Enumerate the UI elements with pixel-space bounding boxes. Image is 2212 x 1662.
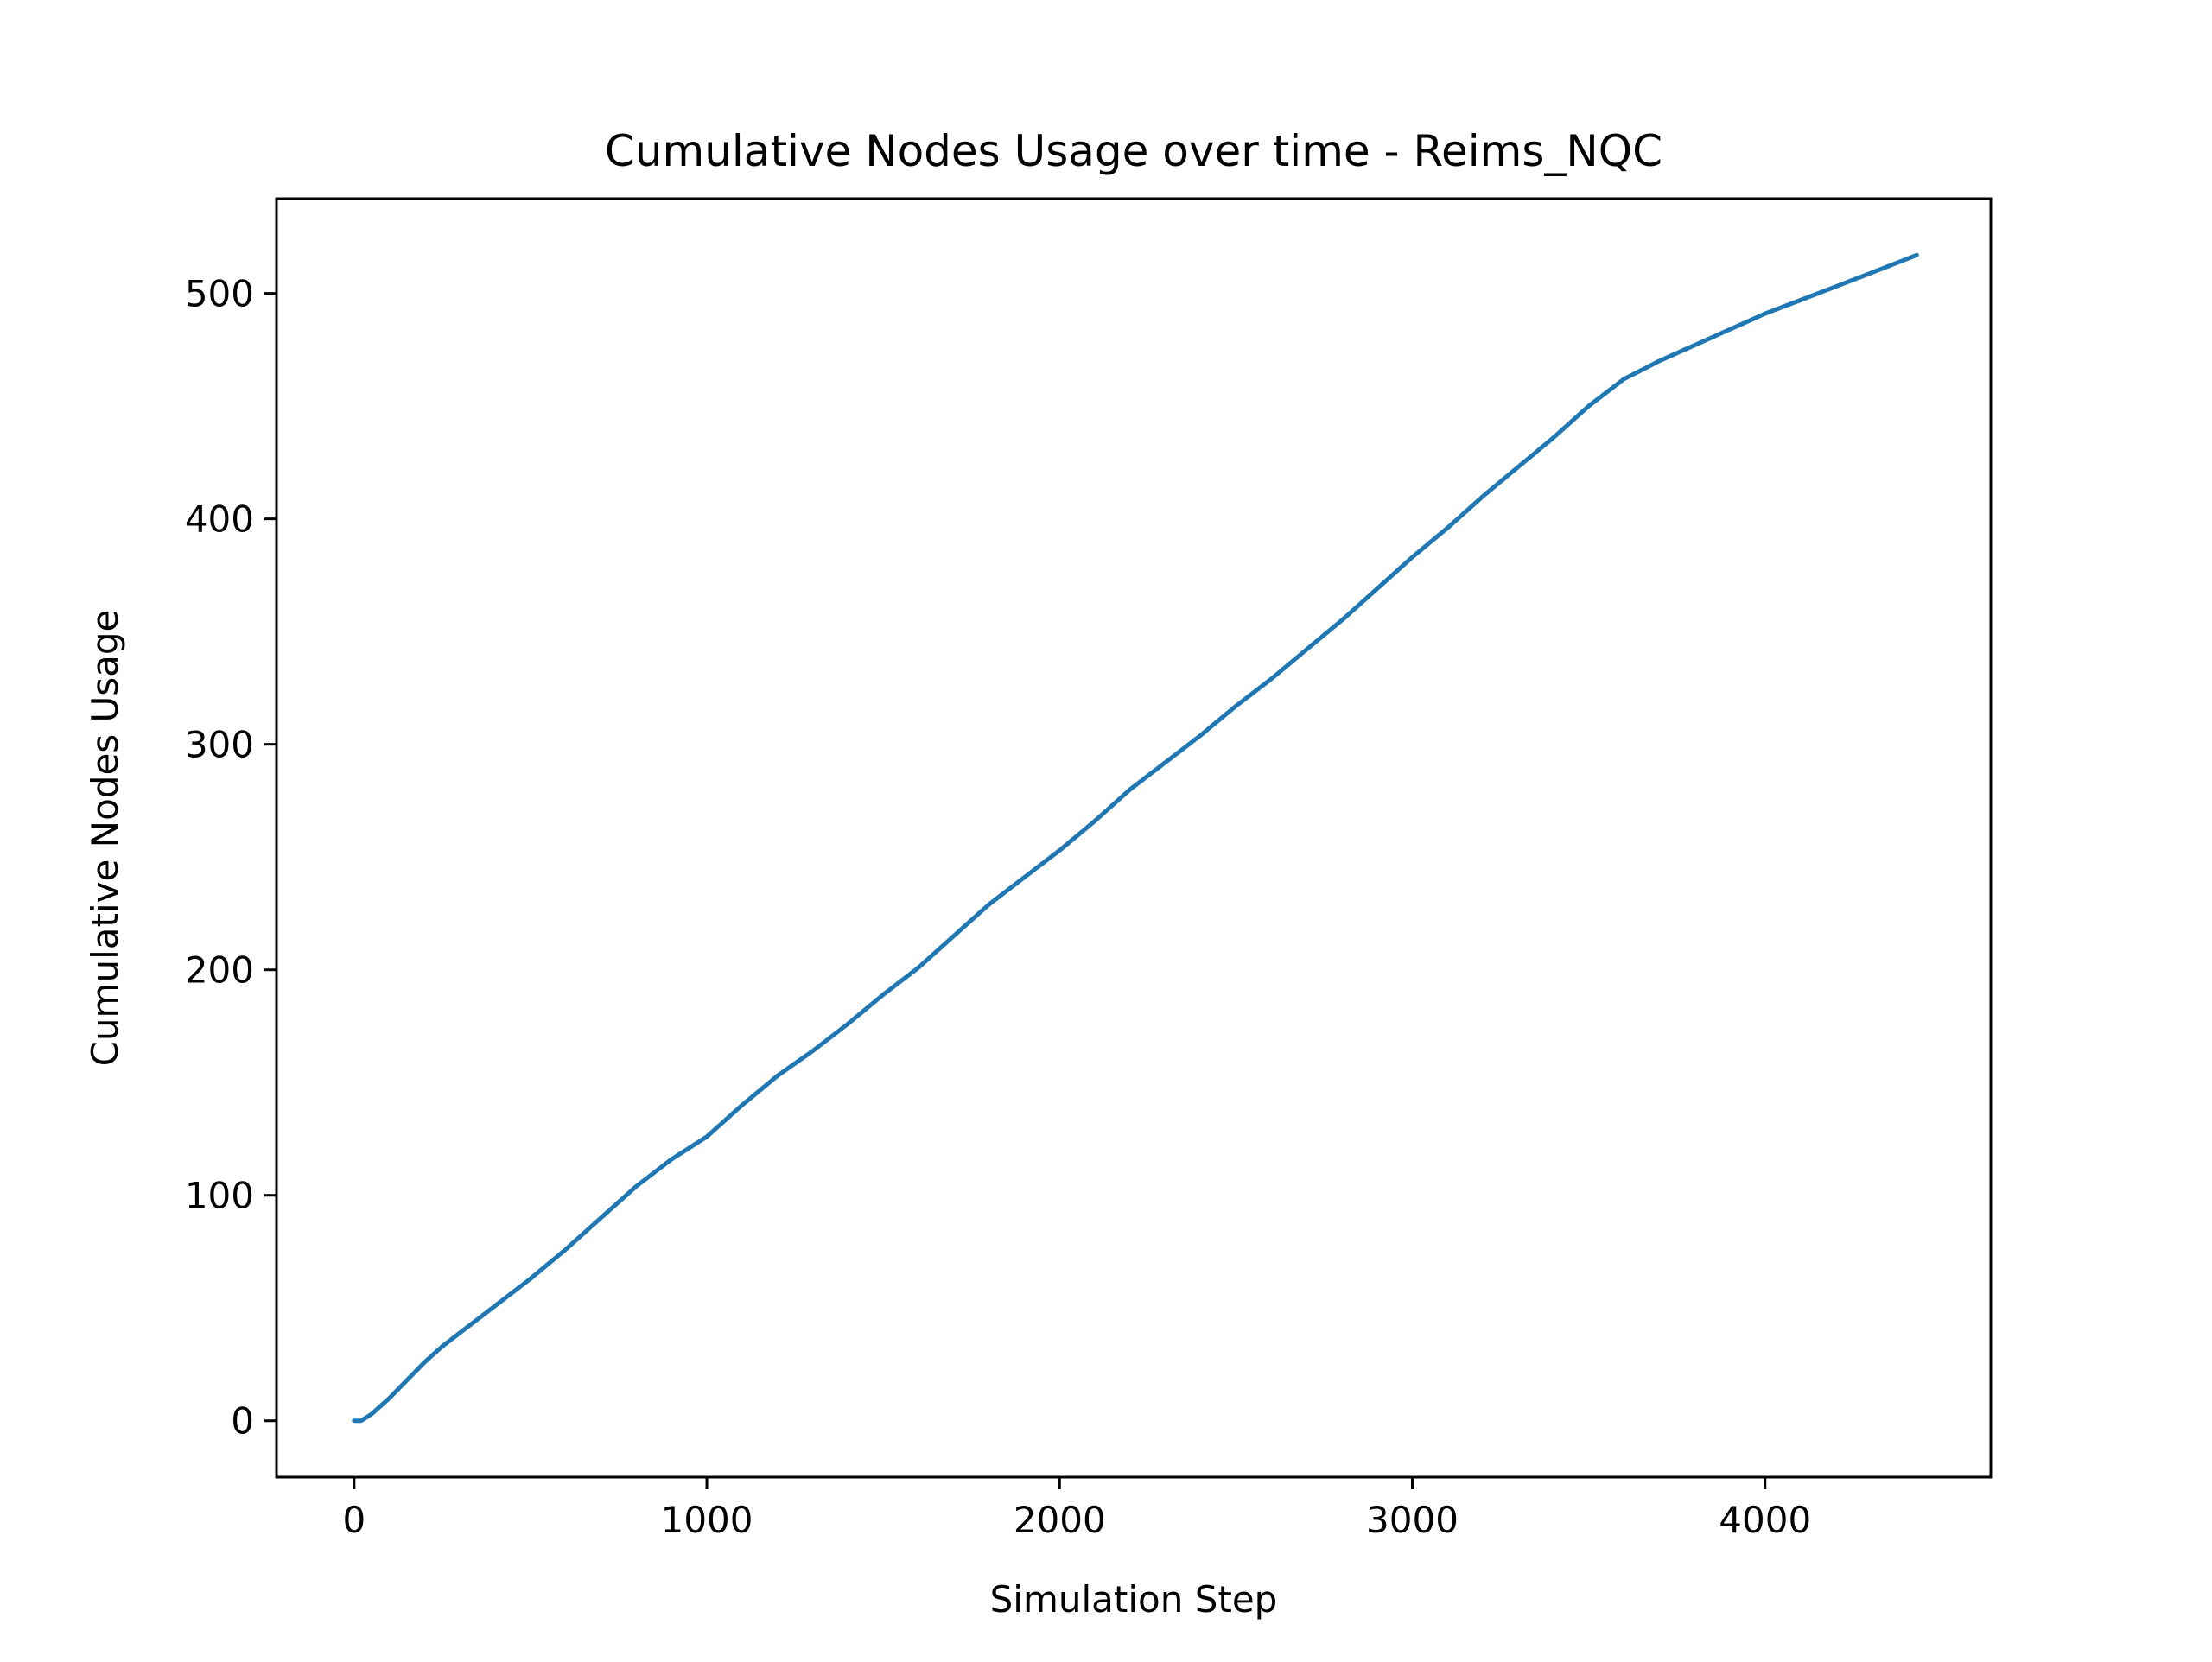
x-axis-label: Simulation Step bbox=[990, 1578, 1278, 1621]
x-tick-label: 4000 bbox=[1719, 1499, 1811, 1541]
y-tick-label: 200 bbox=[185, 949, 254, 992]
y-tick-label: 500 bbox=[185, 273, 254, 315]
plot-area bbox=[352, 252, 1919, 1424]
x-tick-label: 0 bbox=[342, 1499, 365, 1541]
y-axis-ticks: 0 100 200 300 400 500 bbox=[185, 273, 276, 1443]
x-tick-label: 1000 bbox=[661, 1499, 753, 1541]
chart-title: Cumulative Nodes Usage over time - Reims… bbox=[605, 126, 1662, 176]
x-tick-label: 2000 bbox=[1014, 1499, 1106, 1541]
y-tick-label: 100 bbox=[185, 1175, 254, 1217]
series-line bbox=[352, 252, 1919, 1424]
x-tick-label: 3000 bbox=[1366, 1499, 1459, 1541]
y-tick-label: 400 bbox=[185, 498, 254, 541]
axes-frame bbox=[275, 197, 1993, 1479]
y-tick-label: 300 bbox=[185, 724, 254, 766]
y-axis-label: Cumulative Nodes Usage bbox=[84, 610, 126, 1067]
x-axis-ticks: 0 1000 2000 3000 4000 bbox=[342, 1477, 1811, 1541]
y-tick-label: 0 bbox=[231, 1400, 254, 1443]
